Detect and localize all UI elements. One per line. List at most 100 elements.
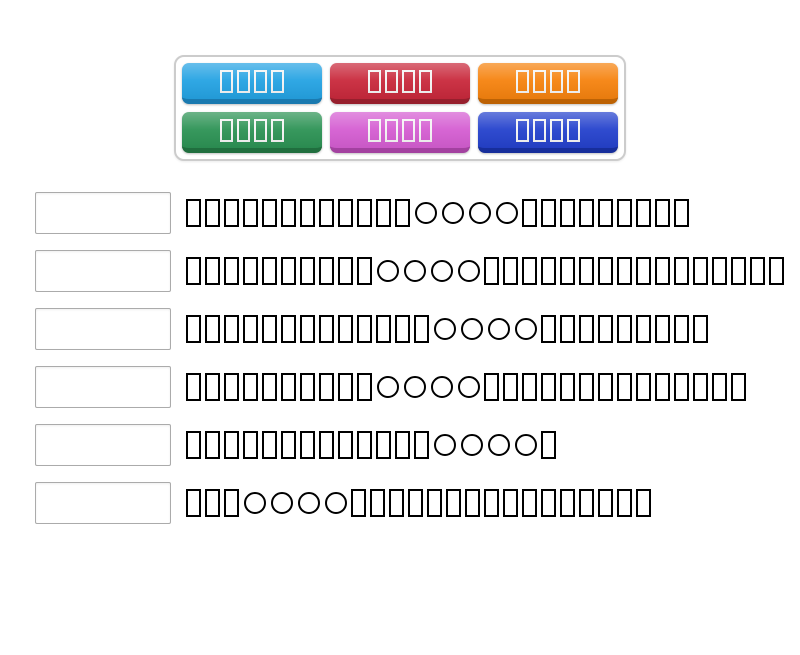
missing-cjk-glyph <box>395 199 410 227</box>
missing-cjk-glyph <box>262 373 277 401</box>
keyword-label <box>366 118 434 142</box>
answer-slot-2[interactable] <box>35 250 171 292</box>
missing-cjk-glyph <box>550 69 563 93</box>
missing-cjk-glyph <box>237 118 250 142</box>
missing-cjk-glyph <box>186 199 201 227</box>
missing-cjk-glyph <box>376 199 391 227</box>
missing-cjk-glyph <box>567 69 580 93</box>
circle-placeholder-glyph <box>430 376 453 398</box>
circle-placeholder-glyph <box>433 434 456 456</box>
missing-cjk-glyph <box>484 257 499 285</box>
missing-cjk-glyph <box>224 315 239 343</box>
question-row <box>35 482 800 524</box>
missing-cjk-glyph <box>319 199 334 227</box>
question-row <box>35 308 800 350</box>
question-list <box>0 192 800 524</box>
keyword-button-1[interactable] <box>182 63 322 104</box>
circle-placeholder-glyph <box>297 492 320 514</box>
missing-cjk-glyph <box>262 199 277 227</box>
missing-cjk-glyph <box>533 118 546 142</box>
missing-cjk-glyph <box>560 257 575 285</box>
circle-placeholder-glyph <box>376 260 399 282</box>
missing-cjk-glyph <box>674 199 689 227</box>
missing-cjk-glyph <box>636 373 651 401</box>
circle-placeholder-glyph <box>457 376 480 398</box>
missing-cjk-glyph <box>731 373 746 401</box>
missing-cjk-glyph <box>319 431 334 459</box>
keyword-label <box>514 69 582 93</box>
missing-cjk-glyph <box>281 315 296 343</box>
missing-cjk-glyph <box>319 373 334 401</box>
question-row <box>35 366 800 408</box>
missing-cjk-glyph <box>516 69 529 93</box>
circle-placeholder-glyph <box>433 318 456 340</box>
missing-cjk-glyph <box>408 489 423 517</box>
circle-placeholder-glyph <box>514 434 537 456</box>
missing-cjk-glyph <box>484 489 499 517</box>
missing-cjk-glyph <box>419 118 432 142</box>
missing-cjk-glyph <box>281 431 296 459</box>
missing-cjk-glyph <box>186 431 201 459</box>
missing-cjk-glyph <box>368 118 381 142</box>
missing-cjk-glyph <box>484 373 499 401</box>
missing-cjk-glyph <box>567 118 580 142</box>
circle-placeholder-glyph <box>468 202 491 224</box>
missing-cjk-glyph <box>220 118 233 142</box>
missing-cjk-glyph <box>186 315 201 343</box>
missing-cjk-glyph <box>357 373 372 401</box>
circle-placeholder-glyph <box>414 202 437 224</box>
keyword-button-2[interactable] <box>330 63 470 104</box>
keyword-button-5[interactable] <box>330 112 470 153</box>
missing-cjk-glyph <box>319 257 334 285</box>
keyword-button-4[interactable] <box>182 112 322 153</box>
answer-slot-5[interactable] <box>35 424 171 466</box>
missing-cjk-glyph <box>338 199 353 227</box>
answer-slot-4[interactable] <box>35 366 171 408</box>
missing-cjk-glyph <box>465 489 480 517</box>
missing-cjk-glyph <box>522 199 537 227</box>
missing-cjk-glyph <box>281 373 296 401</box>
keyword-label <box>366 69 434 93</box>
missing-cjk-glyph <box>655 257 670 285</box>
missing-cjk-glyph <box>636 257 651 285</box>
question-text <box>184 199 691 227</box>
missing-cjk-glyph <box>516 118 529 142</box>
missing-cjk-glyph <box>560 373 575 401</box>
question-text <box>184 489 653 517</box>
missing-cjk-glyph <box>579 373 594 401</box>
missing-cjk-glyph <box>370 489 385 517</box>
answer-slot-1[interactable] <box>35 192 171 234</box>
missing-cjk-glyph <box>186 373 201 401</box>
missing-cjk-glyph <box>271 118 284 142</box>
question-text <box>184 257 786 285</box>
keyword-button-3[interactable] <box>478 63 618 104</box>
missing-cjk-glyph <box>395 431 410 459</box>
keyword-button-6[interactable] <box>478 112 618 153</box>
missing-cjk-glyph <box>617 489 632 517</box>
missing-cjk-glyph <box>560 315 575 343</box>
missing-cjk-glyph <box>560 199 575 227</box>
missing-cjk-glyph <box>243 257 258 285</box>
answer-slot-3[interactable] <box>35 308 171 350</box>
missing-cjk-glyph <box>769 257 784 285</box>
missing-cjk-glyph <box>281 257 296 285</box>
circle-placeholder-glyph <box>487 318 510 340</box>
missing-cjk-glyph <box>636 489 651 517</box>
missing-cjk-glyph <box>693 315 708 343</box>
missing-cjk-glyph <box>579 257 594 285</box>
question-text <box>184 373 748 401</box>
missing-cjk-glyph <box>389 489 404 517</box>
answer-slot-6[interactable] <box>35 482 171 524</box>
missing-cjk-glyph <box>693 373 708 401</box>
missing-cjk-glyph <box>351 489 366 517</box>
missing-cjk-glyph <box>205 373 220 401</box>
circle-placeholder-glyph <box>487 434 510 456</box>
missing-cjk-glyph <box>300 315 315 343</box>
circle-placeholder-glyph <box>460 434 483 456</box>
missing-cjk-glyph <box>224 199 239 227</box>
missing-cjk-glyph <box>237 69 250 93</box>
question-text <box>184 431 558 459</box>
question-row <box>35 192 800 234</box>
missing-cjk-glyph <box>224 489 239 517</box>
missing-cjk-glyph <box>205 257 220 285</box>
